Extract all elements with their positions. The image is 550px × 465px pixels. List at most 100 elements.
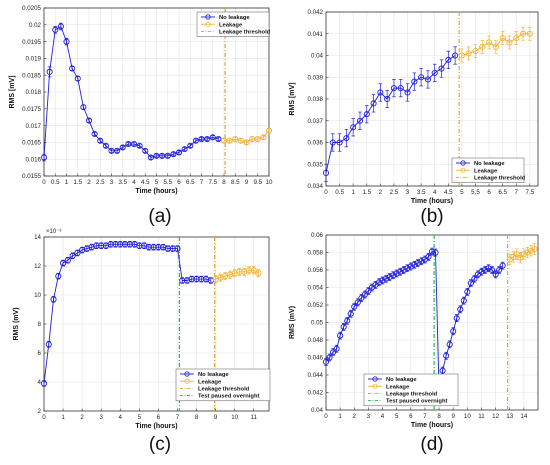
data-point: [333, 345, 340, 352]
data-point: [531, 245, 538, 253]
data-point: [384, 95, 391, 103]
data-point: [46, 68, 53, 75]
y-tick-label: 0.04: [311, 53, 324, 60]
x-tick-label: 4: [433, 189, 437, 196]
data-point: [513, 251, 520, 258]
y-tick-label: 0.0205: [22, 5, 41, 12]
y-tick-label: 0.05: [311, 320, 324, 327]
data-point: [450, 328, 457, 335]
data-point: [142, 147, 149, 154]
y-tick-label: 0.019: [26, 56, 42, 63]
data-point: [85, 117, 93, 124]
legend-marker: [460, 160, 466, 166]
x-tick-label: 0: [324, 413, 328, 420]
data-point: [492, 271, 499, 278]
x-tick-label: 8: [222, 179, 226, 186]
x-tick-label: 1: [65, 179, 69, 186]
x-tick-label: 0.5: [335, 189, 344, 196]
data-point: [226, 137, 233, 144]
data-point: [453, 315, 460, 322]
x-tick-label: 1: [351, 189, 355, 196]
legend-marker: [184, 378, 190, 384]
x-tick-label: 11: [478, 413, 485, 420]
x-tick-label: 3: [367, 413, 371, 420]
data-point: [370, 100, 377, 107]
legend-entry-label: No leakage: [386, 377, 417, 383]
data-point: [397, 85, 404, 92]
x-tick-label: 8: [437, 413, 441, 420]
x-tick-label: 14: [520, 413, 527, 420]
x-tick-label: 6.5: [498, 189, 507, 196]
data-point: [379, 277, 386, 284]
x-axis-label: Time (hours): [411, 422, 453, 429]
data-point: [438, 65, 445, 72]
data-point: [499, 35, 506, 42]
x-tick-label: 7: [515, 189, 519, 196]
y-tick-label: 0.0195: [22, 39, 41, 46]
data-point: [472, 48, 479, 55]
data-point: [478, 268, 485, 275]
data-point: [52, 26, 59, 33]
y-tick-label: 0.04: [311, 407, 324, 414]
data-point: [91, 130, 98, 138]
legend-entry-label: Leakage: [219, 22, 243, 28]
data-point: [443, 352, 450, 359]
x-tick-label: 3: [406, 189, 410, 196]
x-tick-label: 12: [492, 413, 499, 420]
data-point: [337, 332, 344, 339]
data-point: [232, 135, 239, 143]
x-tick-label: 8.5: [231, 179, 240, 186]
data-point: [479, 43, 486, 50]
data-point: [243, 139, 250, 146]
data-point: [363, 111, 370, 118]
y-tick-label: 0.06: [311, 232, 324, 239]
data-point: [57, 23, 64, 30]
y-tick-label: 0.056: [308, 267, 324, 274]
legend-marker: [460, 167, 466, 173]
data-point: [50, 296, 57, 303]
legend-entry-label: Leakage: [198, 379, 222, 385]
series-leakage: [212, 266, 262, 284]
panel-label: (a): [148, 206, 171, 227]
data-point: [130, 141, 138, 148]
x-tick-label: 0: [324, 189, 328, 196]
data-point: [119, 144, 126, 151]
y-tick-label: 0.038: [308, 96, 324, 103]
x-tick-label: 1: [61, 414, 65, 421]
legend-entry-label: Test paused overnight: [198, 394, 259, 400]
data-point: [80, 104, 87, 111]
y-axis-label: RMS [mV]: [289, 82, 296, 115]
data-point: [215, 135, 222, 143]
legend-marker: [184, 371, 190, 377]
y-axis-label: RMS (mV): [13, 307, 20, 340]
data-point: [397, 268, 404, 275]
data-point: [351, 303, 358, 310]
x-tick-label: 2.5: [390, 189, 399, 196]
y-tick-label: 0.058: [308, 250, 324, 257]
data-point: [492, 43, 499, 50]
data-point: [390, 272, 397, 279]
legend-entry-label: Leakage threshold: [198, 387, 250, 393]
y-tick-label: 0.046: [308, 355, 324, 362]
data-point: [55, 273, 62, 280]
data-point: [343, 135, 350, 142]
series-no-leakage: [40, 22, 222, 162]
x-tick-label: 2: [87, 179, 91, 186]
data-point: [350, 124, 357, 131]
data-point: [260, 134, 267, 141]
data-point: [114, 147, 121, 154]
data-point: [181, 146, 188, 153]
data-point: [174, 245, 181, 252]
data-point: [499, 262, 506, 269]
data-point: [496, 266, 503, 274]
legend-entry-label: Leakage: [474, 168, 498, 174]
x-tick-label: 3: [99, 414, 103, 421]
data-point: [375, 279, 383, 286]
x-tick-label: 7: [176, 414, 180, 421]
data-point: [209, 134, 216, 141]
x-tick-label: 7: [200, 179, 204, 186]
data-point: [237, 137, 244, 144]
y-tick-label: 0.041: [308, 31, 324, 38]
